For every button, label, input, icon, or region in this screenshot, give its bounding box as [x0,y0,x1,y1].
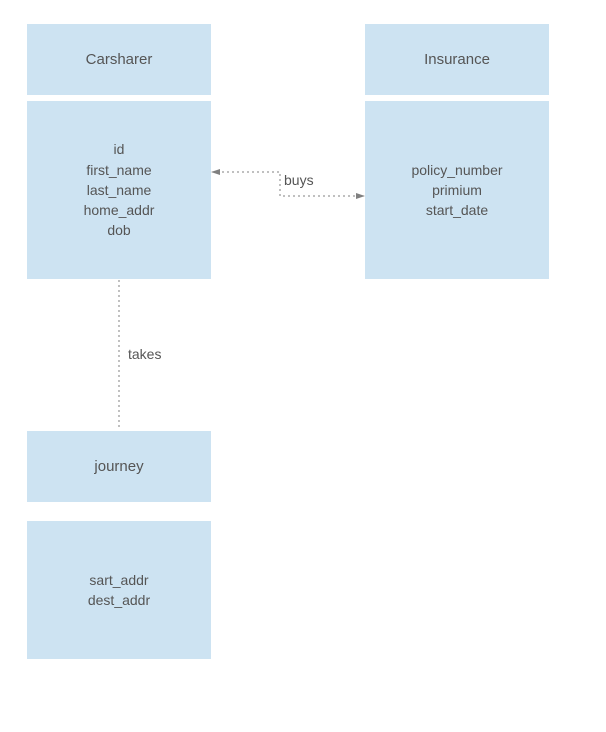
entity-journey-body: sart_addr dest_addr [26,520,212,660]
attr-text: dob [107,220,130,240]
attr-text: first_name [86,160,151,180]
entity-carsharer-body: id first_name last_name home_addr dob [26,100,212,280]
edge-label-text: takes [128,346,161,362]
attr-text: sart_addr [89,570,148,590]
entity-title-text: journey [94,458,143,475]
entity-journey-title: journey [26,430,212,503]
edge-buys-label: buys [282,172,316,188]
attr-text: id [114,139,125,159]
attr-text: last_name [87,180,152,200]
entity-carsharer-title: Carsharer [26,23,212,96]
entity-title-text: Insurance [424,51,490,68]
entity-title-text: Carsharer [86,51,153,68]
attr-text: start_date [426,200,488,220]
attr-text: home_addr [84,200,155,220]
edge-takes-label: takes [126,346,163,362]
attr-text: primium [432,180,482,200]
entity-insurance-title: Insurance [364,23,550,96]
attr-text: dest_addr [88,590,150,610]
attr-text: policy_number [411,160,502,180]
edge-label-text: buys [284,172,314,188]
entity-insurance-body: policy_number primium start_date [364,100,550,280]
